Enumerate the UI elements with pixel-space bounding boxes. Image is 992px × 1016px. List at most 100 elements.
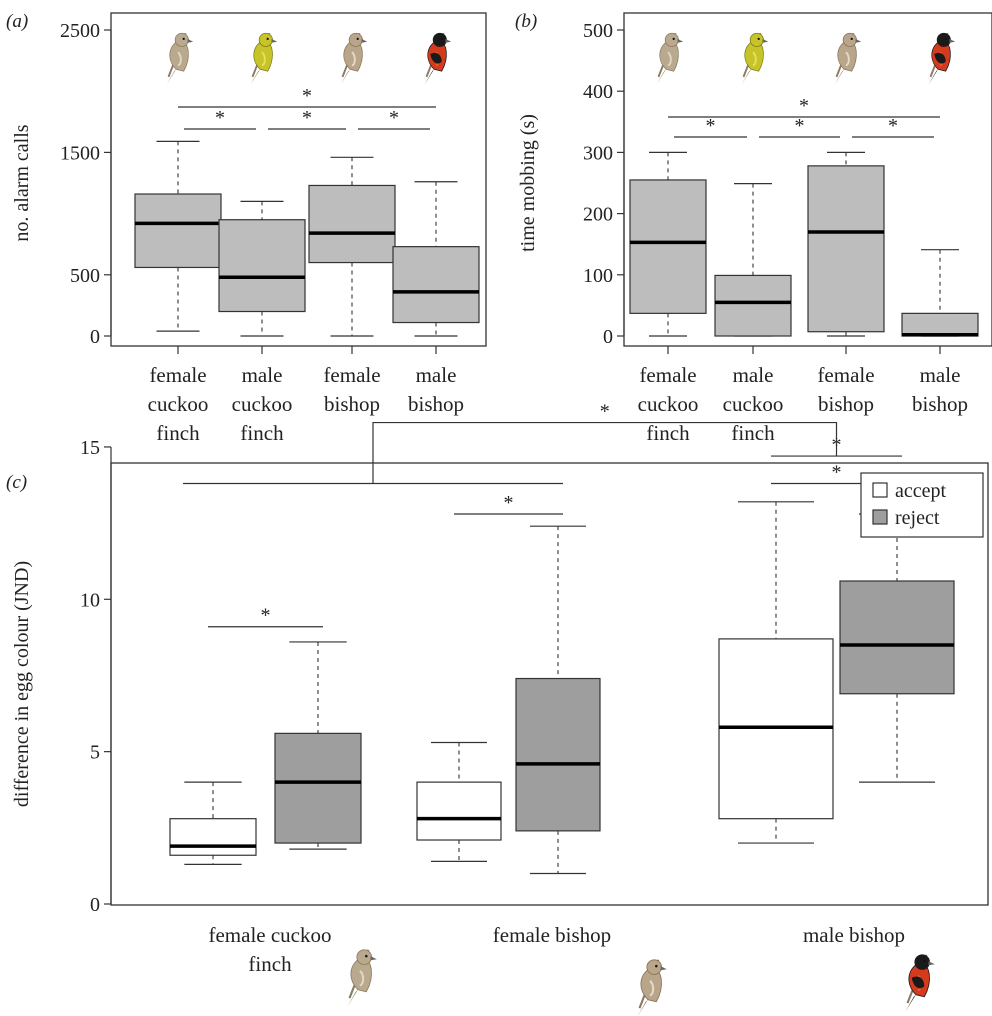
panel-c-egg-colour-chart: 0 5 10 15 difference in egg colour (JND) (c) f… [6, 401, 989, 1016]
male-cuckoo-finch-bird-icon [250, 32, 278, 85]
y-tick-label: 500 [70, 265, 100, 287]
bird-head [174, 32, 189, 47]
bird-beak [361, 38, 368, 43]
x-tick-label: female [149, 363, 206, 387]
bird-eye [672, 37, 675, 41]
legend: accept reject [860, 472, 984, 538]
bird-head [936, 32, 951, 47]
box-plot [392, 181, 480, 337]
x-tick-label: finch [156, 421, 200, 445]
significance-star: * [302, 107, 312, 129]
x-tick-label: cuckoo [723, 392, 784, 416]
bird-beak [271, 38, 278, 43]
bird-beak [855, 38, 862, 43]
x-tick-label: finch [646, 421, 690, 445]
bird-head [356, 949, 372, 965]
iqr-box [308, 184, 396, 264]
male-bishop-bird-icon [905, 954, 935, 1012]
y-tick-label: 100 [583, 265, 613, 287]
legend-swatch-accept [872, 482, 888, 498]
male-cuckoo-finch-bird-icon [741, 32, 769, 85]
accept-box-plot [169, 781, 257, 865]
bird-beak [445, 38, 452, 43]
bird-eye [944, 37, 947, 41]
y-tick-label: 0 [603, 326, 613, 348]
bird-beak [187, 38, 194, 43]
bird-beak [677, 38, 684, 43]
x-tick-label: male [242, 363, 283, 387]
iqr-box [714, 274, 792, 337]
group-bracket [372, 421, 838, 484]
bird-tail [637, 999, 648, 1016]
iqr-box [839, 580, 955, 695]
y-tick-label: 1500 [60, 142, 100, 164]
bird-head [348, 32, 363, 47]
x-tick-label: male [920, 363, 961, 387]
iqr-box [515, 677, 601, 832]
box-plot [901, 249, 979, 337]
legend-label-accept: accept [895, 480, 947, 502]
bird-eye [655, 964, 658, 968]
y-tick-label: 400 [583, 81, 613, 103]
male-bishop-bird-icon [928, 32, 956, 85]
y-tick-label: 0 [90, 894, 100, 916]
significance-star: * [504, 492, 514, 514]
x-tick-label: cuckoo [148, 392, 209, 416]
x-tick-label: female [817, 363, 874, 387]
panel-label: (b) [515, 11, 537, 32]
bird-wing [649, 980, 655, 997]
legend-swatch-reject [872, 509, 888, 525]
bird-eye [182, 37, 185, 41]
bird-head [432, 32, 447, 47]
reject-box-plot [839, 513, 955, 783]
female-cuckoo-finch-bird-icon [656, 32, 684, 85]
bird-beak [949, 38, 956, 43]
x-group-label: male bishop [803, 923, 905, 947]
box-plot [714, 183, 792, 337]
panel-label: (c) [6, 472, 27, 493]
iqr-box [274, 732, 362, 844]
panel-a-alarm-calls-chart: 0 500 1500 2500 no. alarm calls (a) female cuck… [6, 11, 487, 445]
box-plot [218, 200, 306, 337]
panel-b-time-mobbing-chart: 0 100 200 300 400 500 time mobbing (s) (b) femal… [515, 11, 992, 445]
significance-star: * [832, 462, 842, 484]
significance-star: * [389, 107, 399, 129]
box-plot [134, 140, 222, 332]
y-tick-label: 500 [583, 20, 613, 42]
accept-box-plot [416, 741, 502, 862]
significance-star: * [706, 115, 716, 137]
legend-label-reject: reject [895, 507, 940, 529]
iqr-box [629, 179, 707, 314]
iqr-box [169, 818, 257, 856]
bird-tail [928, 69, 939, 85]
box-plot [308, 156, 396, 337]
male-bishop-bird-icon [424, 32, 452, 85]
iqr-box [218, 219, 306, 313]
bird-beak [928, 961, 935, 966]
panel-label: (a) [6, 11, 28, 32]
bird-wing [359, 970, 365, 987]
significance-star: * [215, 107, 225, 129]
y-axis-label: difference in egg colour (JND) [11, 561, 33, 807]
bird-head [749, 32, 764, 47]
iqr-box [807, 165, 885, 333]
x-tick-label: male [733, 363, 774, 387]
y-axis-label: no. alarm calls [11, 124, 33, 241]
x-tick-label: bishop [324, 392, 380, 416]
bird-black-belly [934, 52, 946, 64]
bird-black-belly [430, 52, 442, 64]
bird-tail [656, 69, 667, 85]
female-bishop-bird-icon [637, 959, 667, 1016]
y-tick-label: 15 [80, 437, 100, 459]
bird-head [646, 959, 662, 975]
y-tick-label: 0 [90, 326, 100, 348]
iqr-box [416, 781, 502, 841]
bird-eye [440, 37, 443, 41]
female-bishop-bird-icon [340, 32, 368, 85]
female-bishop-bird-icon [834, 32, 862, 85]
y-axis-label: time mobbing (s) [517, 114, 539, 252]
reject-box-plot [274, 641, 362, 850]
female-cuckoo-finch-bird-icon [347, 949, 377, 1007]
bird-eye [850, 37, 853, 41]
iqr-box [901, 312, 979, 337]
